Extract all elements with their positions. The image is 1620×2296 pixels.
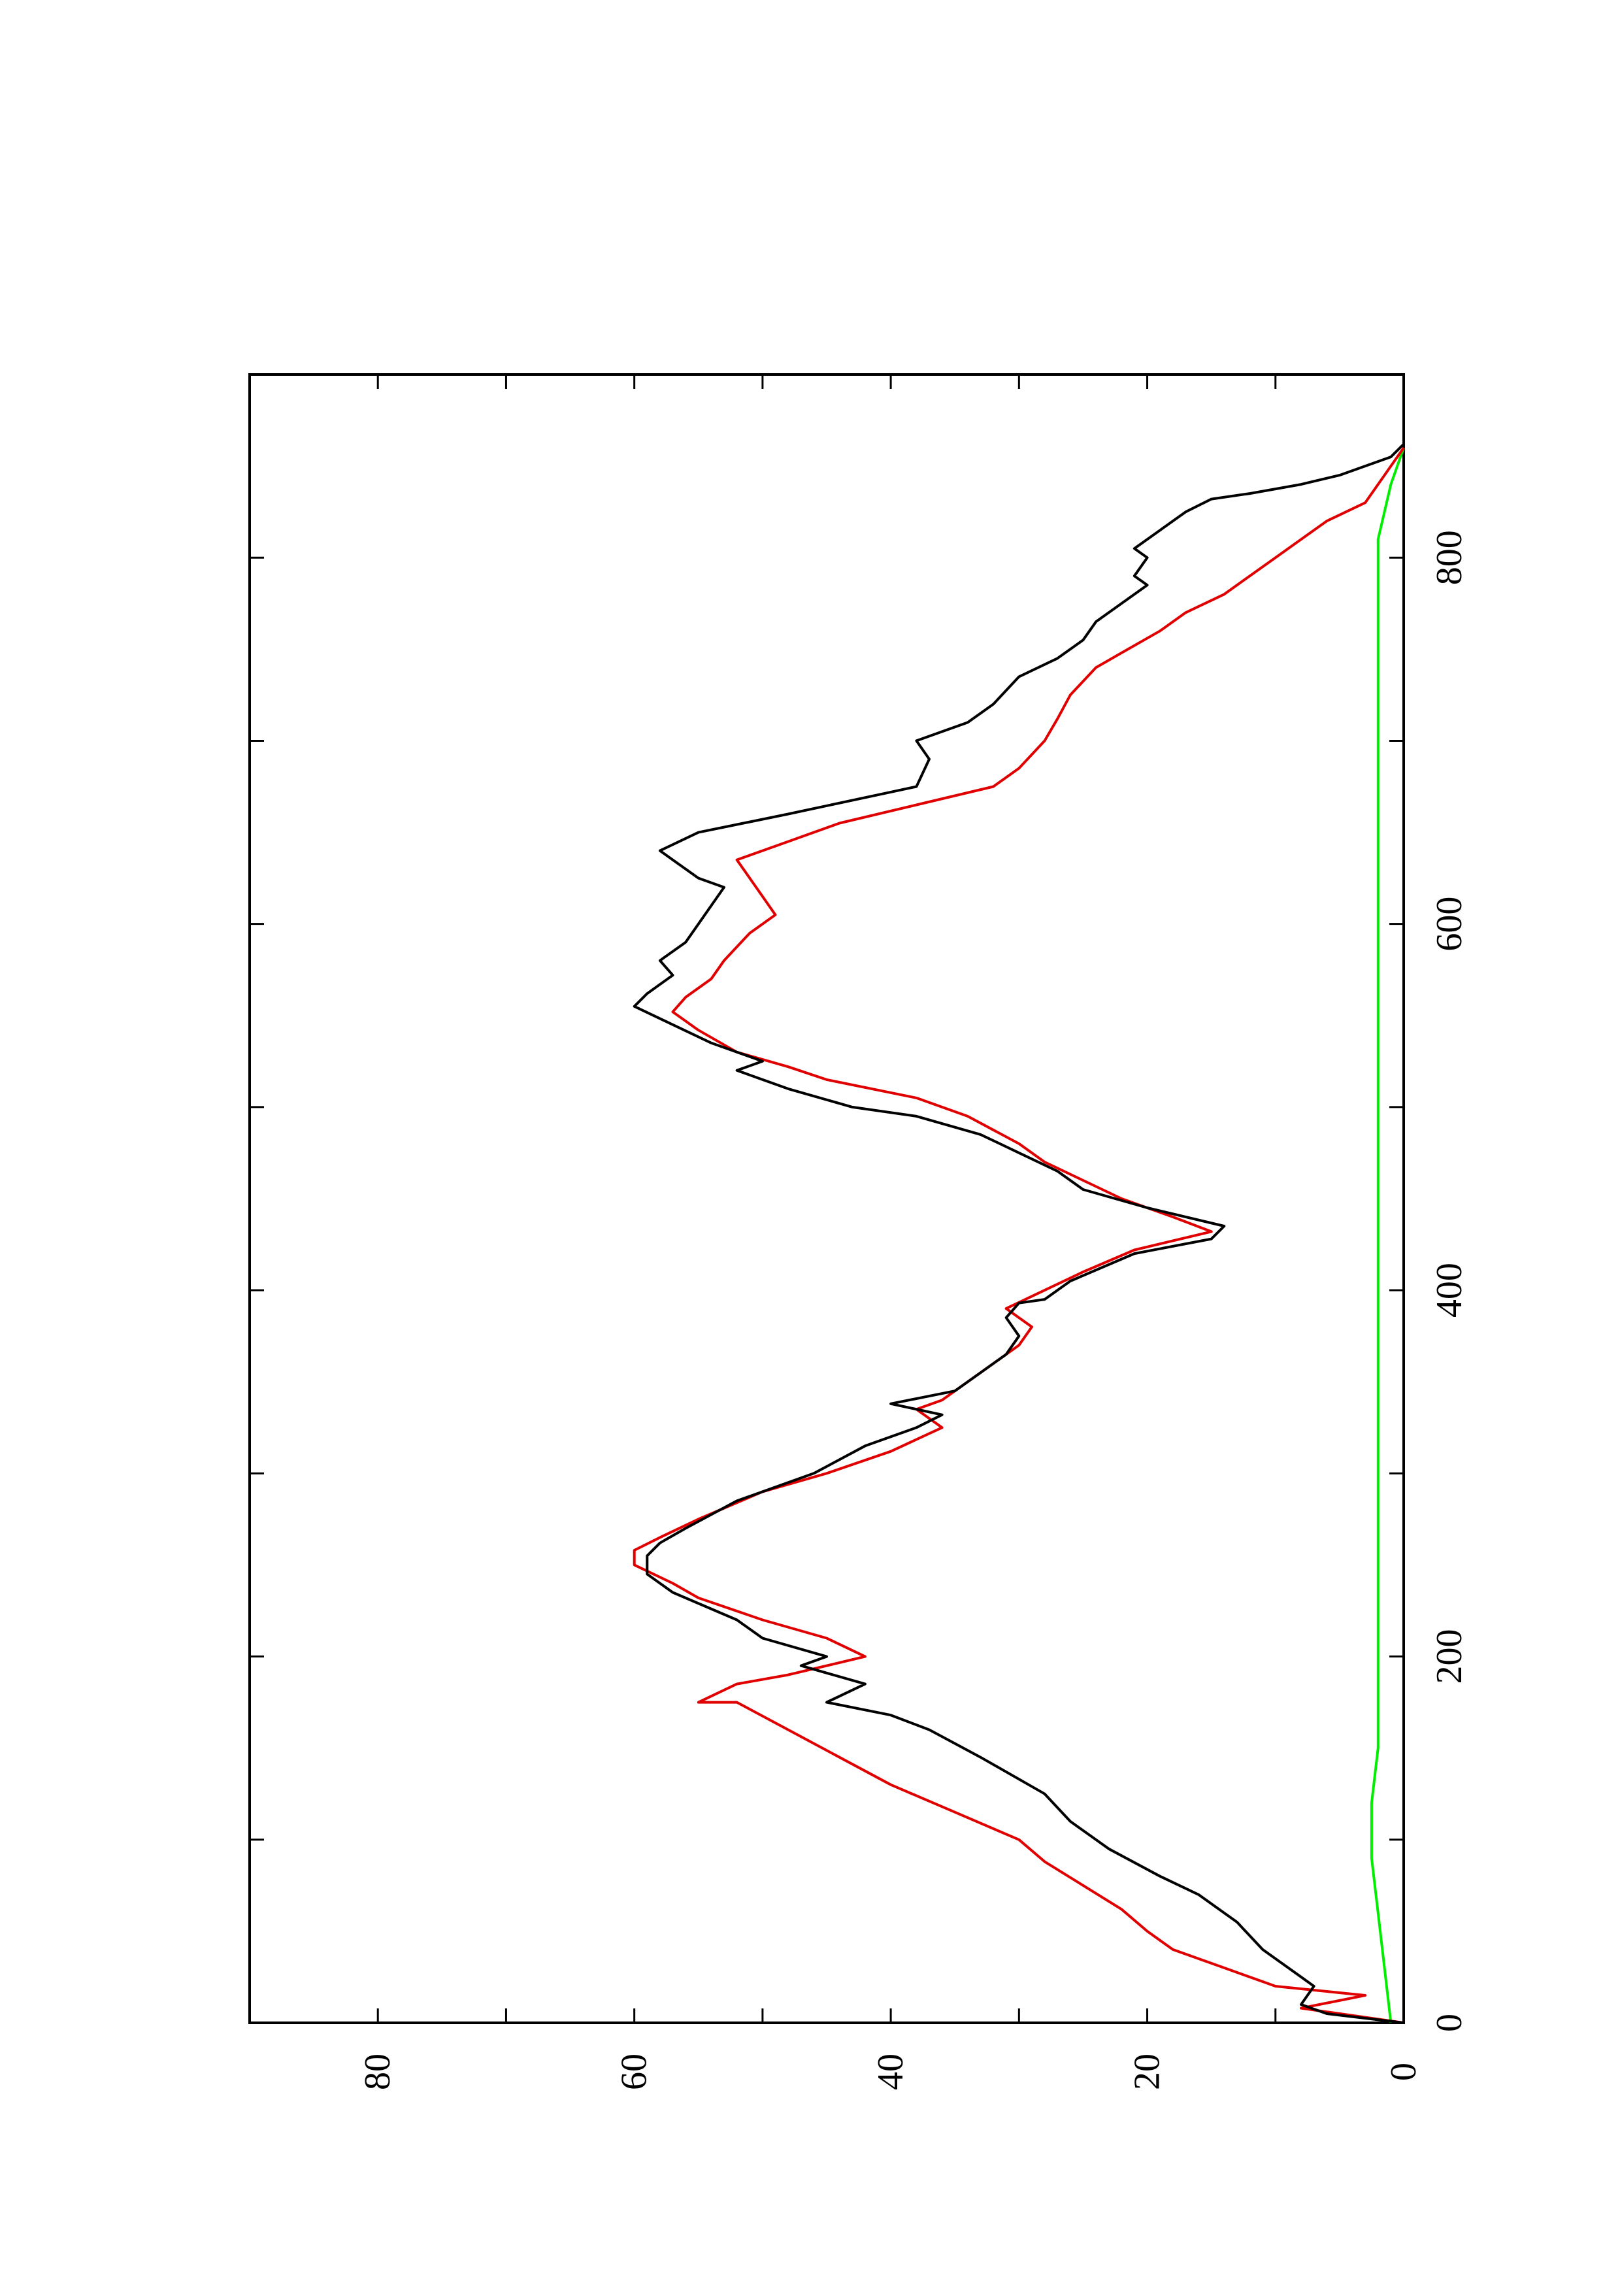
x-tick-label-400: 400: [1429, 1263, 1470, 1318]
series-black-line: [633, 443, 1405, 2024]
series-red-line: [633, 446, 1405, 2024]
x-tick-label-200: 200: [1429, 1629, 1470, 1684]
x-tick-label-0: 0: [1429, 2014, 1470, 2032]
y-tick-label-0: 0: [1383, 2063, 1424, 2081]
x-tick-label-800: 800: [1429, 530, 1470, 585]
y-tick-label-80: 80: [357, 2054, 398, 2090]
series-green-line: [1370, 447, 1405, 2023]
plot-frame: [248, 373, 1405, 2024]
y-tick-label-20: 20: [1127, 2054, 1168, 2090]
y-tick-label-40: 40: [870, 2054, 911, 2090]
x-tick-label-600: 600: [1429, 897, 1470, 952]
y-tick-label-60: 60: [614, 2054, 655, 2090]
